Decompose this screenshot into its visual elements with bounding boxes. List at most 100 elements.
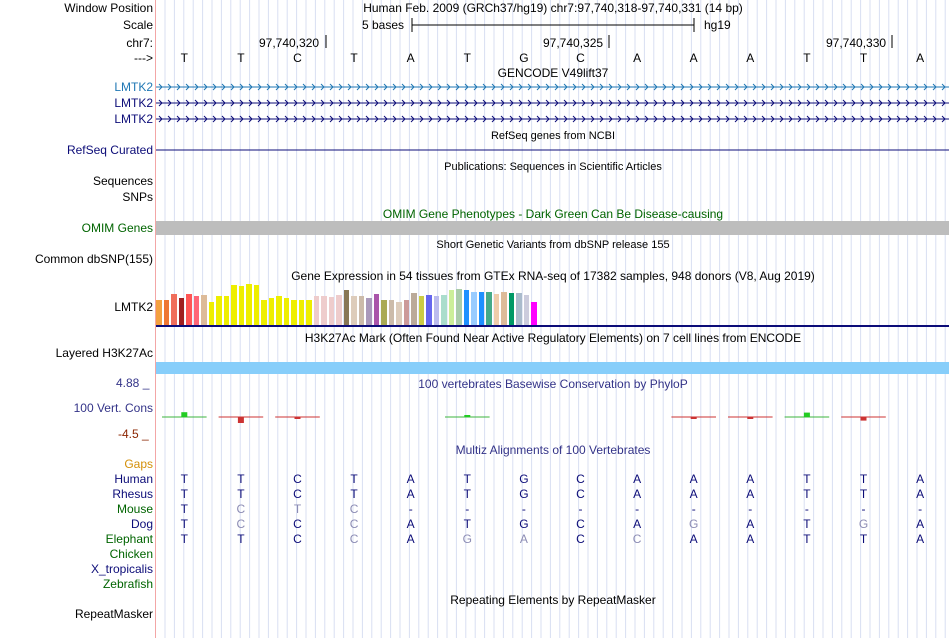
strand-chevron bbox=[311, 83, 316, 91]
gtex-tissue-bar[interactable] bbox=[456, 288, 462, 325]
refseq-gene-line[interactable] bbox=[156, 148, 949, 152]
multiz-species-label[interactable]: Human bbox=[114, 472, 153, 486]
gencode-track-label-1[interactable]: LMTK2 bbox=[114, 80, 153, 94]
strand-label: ---> bbox=[134, 51, 153, 65]
strand-chevron bbox=[320, 83, 325, 91]
gtex-tissue-bar[interactable] bbox=[313, 296, 319, 325]
gtex-tissue-bar[interactable] bbox=[343, 290, 349, 325]
gencode-transcript-1[interactable] bbox=[156, 81, 949, 93]
multiz-species-label[interactable]: Zebrafish bbox=[102, 577, 153, 591]
gtex-tissue-bar[interactable] bbox=[216, 296, 222, 325]
gtex-tissue-bar[interactable] bbox=[351, 296, 357, 325]
gtex-tissue-bar[interactable] bbox=[411, 293, 417, 325]
gtex-tissue-bar[interactable] bbox=[156, 300, 162, 325]
gencode-track-label-2[interactable]: LMTK2 bbox=[114, 96, 153, 110]
strand-chevron bbox=[419, 99, 424, 107]
gtex-tissue-bar[interactable] bbox=[178, 298, 184, 325]
strand-chevron bbox=[284, 115, 289, 123]
conservation-score-mark bbox=[464, 415, 471, 417]
conservation-plot[interactable] bbox=[156, 394, 949, 434]
gtex-tissue-bar[interactable] bbox=[426, 295, 432, 325]
strand-chevron bbox=[680, 115, 685, 123]
gtex-tissue-bar[interactable] bbox=[291, 300, 297, 325]
gtex-tissue-bar[interactable] bbox=[171, 294, 177, 325]
gtex-tissue-bar[interactable] bbox=[253, 284, 259, 325]
gtex-tissue-bar[interactable] bbox=[501, 292, 507, 325]
gtex-tissue-bar[interactable] bbox=[268, 298, 274, 325]
gtex-tissue-bar[interactable] bbox=[516, 293, 522, 325]
gtex-tissue-bar[interactable] bbox=[328, 297, 334, 325]
gtex-tissue-bar[interactable] bbox=[186, 294, 192, 325]
strand-chevron bbox=[905, 83, 910, 91]
gtex-tissue-bar[interactable] bbox=[208, 302, 214, 325]
multiz-species-label[interactable]: X_tropicalis bbox=[90, 562, 153, 576]
gtex-tissue-bar[interactable] bbox=[381, 300, 387, 325]
publications-sequences-label[interactable]: Sequences bbox=[92, 174, 153, 188]
strand-chevron bbox=[419, 115, 424, 123]
strand-chevron bbox=[194, 115, 199, 123]
gtex-tissue-bar[interactable] bbox=[298, 300, 304, 325]
strand-chevron bbox=[275, 99, 280, 107]
h3k27ac-signal-bar[interactable] bbox=[156, 362, 949, 374]
publications-snps-label[interactable]: SNPs bbox=[122, 190, 153, 204]
gtex-tissue-bar[interactable] bbox=[523, 295, 529, 325]
gtex-tissue-bar[interactable] bbox=[396, 302, 402, 325]
gtex-tissue-bar[interactable] bbox=[238, 286, 244, 325]
gtex-tissue-bar[interactable] bbox=[276, 296, 282, 325]
h3k27ac-label[interactable]: Layered H3K27Ac bbox=[55, 346, 153, 360]
gtex-tissue-bar[interactable] bbox=[531, 302, 537, 325]
gtex-tissue-bar[interactable] bbox=[486, 292, 492, 325]
gtex-tissue-bar[interactable] bbox=[246, 284, 252, 325]
gtex-tissue-bar[interactable] bbox=[283, 298, 289, 325]
omim-phenotype-bar[interactable] bbox=[156, 221, 949, 235]
gtex-tissue-bar[interactable] bbox=[366, 298, 372, 325]
multiz-base: - bbox=[918, 502, 923, 516]
gtex-tissue-bar[interactable] bbox=[358, 296, 364, 325]
gtex-tissue-bar[interactable] bbox=[418, 296, 424, 325]
gtex-tissue-bar[interactable] bbox=[306, 300, 312, 325]
strand-chevron bbox=[662, 99, 667, 107]
gencode-transcript-2[interactable] bbox=[156, 97, 949, 109]
gtex-tissue-bar[interactable] bbox=[388, 299, 394, 325]
multiz-base: C bbox=[236, 517, 246, 531]
gtex-tissue-bar[interactable] bbox=[373, 294, 379, 325]
gencode-transcript-3[interactable] bbox=[156, 113, 949, 125]
gtex-tissue-bar[interactable] bbox=[201, 295, 207, 325]
multiz-species-label[interactable]: Rhesus bbox=[112, 487, 153, 501]
strand-chevron bbox=[167, 83, 172, 91]
dbsnp-label[interactable]: Common dbSNP(155) bbox=[34, 252, 153, 266]
gtex-tissue-bar[interactable] bbox=[321, 296, 327, 325]
gtex-tissue-bar[interactable] bbox=[478, 292, 484, 325]
multiz-species-label[interactable]: Dog bbox=[130, 517, 153, 531]
multiz-base: A bbox=[633, 472, 642, 486]
conservation-label[interactable]: 100 Vert. Cons bbox=[73, 401, 153, 415]
gtex-tissue-bar[interactable] bbox=[193, 296, 199, 325]
multiz-species-label[interactable]: Mouse bbox=[116, 502, 153, 516]
reference-base: C bbox=[293, 51, 302, 65]
gtex-tissue-bar[interactable] bbox=[448, 290, 454, 325]
gtex-tissue-bar[interactable] bbox=[163, 299, 169, 325]
gtex-tissue-bar[interactable] bbox=[403, 300, 409, 325]
multiz-species-label[interactable]: Chicken bbox=[109, 547, 153, 561]
gtex-tissue-bar[interactable] bbox=[471, 292, 477, 325]
gtex-tissue-bar[interactable] bbox=[433, 296, 439, 325]
gtex-tissue-bar[interactable] bbox=[223, 296, 229, 325]
gtex-tissue-bar[interactable] bbox=[493, 294, 499, 325]
gtex-tissue-bar[interactable] bbox=[441, 295, 447, 325]
gtex-label[interactable]: LMTK2 bbox=[114, 300, 153, 314]
multiz-species-label[interactable]: Elephant bbox=[105, 532, 153, 546]
dbsnp-title: Short Genetic Variants from dbSNP releas… bbox=[436, 239, 670, 251]
strand-chevron bbox=[428, 83, 433, 91]
gencode-track-label-3[interactable]: LMTK2 bbox=[114, 112, 153, 126]
gtex-tissue-bar[interactable] bbox=[261, 300, 267, 325]
strand-chevron bbox=[509, 115, 514, 123]
omim-label[interactable]: OMIM Genes bbox=[81, 221, 153, 235]
gtex-tissue-bar[interactable] bbox=[336, 295, 342, 325]
multiz-base: C bbox=[632, 532, 642, 546]
refseq-label[interactable]: RefSeq Curated bbox=[66, 143, 153, 157]
gtex-tissue-bar[interactable] bbox=[463, 290, 469, 325]
gtex-tissue-bar[interactable] bbox=[231, 284, 237, 325]
gtex-expression-chart[interactable] bbox=[156, 284, 556, 325]
gtex-tissue-bar[interactable] bbox=[508, 293, 514, 325]
repeatmasker-label[interactable]: RepeatMasker bbox=[74, 607, 153, 621]
